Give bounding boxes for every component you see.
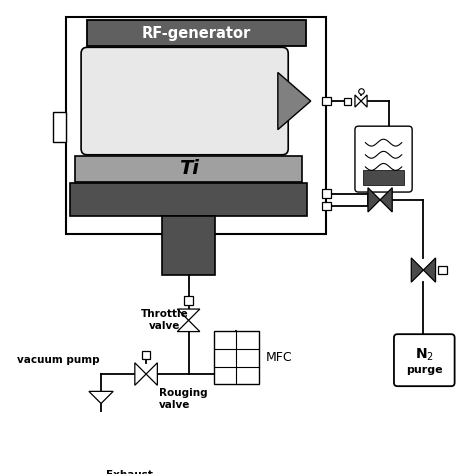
Polygon shape	[355, 95, 361, 107]
Text: Throttle
valve: Throttle valve	[140, 309, 188, 331]
Bar	[438, 266, 447, 274]
Bar	[162, 216, 215, 275]
Bar	[184, 296, 193, 305]
Bar	[75, 155, 302, 182]
Bar	[344, 98, 351, 105]
FancyBboxPatch shape	[355, 126, 412, 192]
Text: RF-generator: RF-generator	[142, 26, 251, 41]
Text: Rouging
valve: Rouging valve	[159, 388, 208, 410]
Text: MFC: MFC	[266, 351, 292, 364]
Bar	[322, 190, 331, 198]
Bar	[53, 112, 66, 142]
Bar	[142, 351, 150, 359]
Polygon shape	[146, 363, 157, 385]
Polygon shape	[380, 188, 392, 212]
Text: Exhaust: Exhaust	[106, 470, 153, 474]
FancyBboxPatch shape	[394, 334, 455, 386]
Bar	[66, 17, 327, 234]
Text: vacuum pump: vacuum pump	[17, 356, 99, 365]
Polygon shape	[135, 363, 146, 385]
Polygon shape	[177, 320, 200, 332]
Bar	[87, 20, 306, 46]
Bar	[363, 170, 404, 185]
Text: Ti: Ti	[179, 159, 199, 178]
Polygon shape	[423, 258, 436, 282]
Polygon shape	[91, 431, 111, 456]
Bar	[70, 183, 307, 216]
Polygon shape	[361, 95, 367, 107]
Bar	[322, 97, 331, 105]
Bar	[322, 201, 331, 210]
Polygon shape	[89, 392, 113, 403]
Bar	[97, 415, 105, 423]
Bar	[214, 331, 259, 384]
Polygon shape	[368, 188, 380, 212]
FancyBboxPatch shape	[81, 47, 288, 155]
Text: purge: purge	[406, 365, 443, 375]
Text: N$_2$: N$_2$	[415, 346, 434, 363]
Polygon shape	[278, 73, 311, 130]
Polygon shape	[177, 309, 200, 320]
Polygon shape	[411, 258, 423, 282]
